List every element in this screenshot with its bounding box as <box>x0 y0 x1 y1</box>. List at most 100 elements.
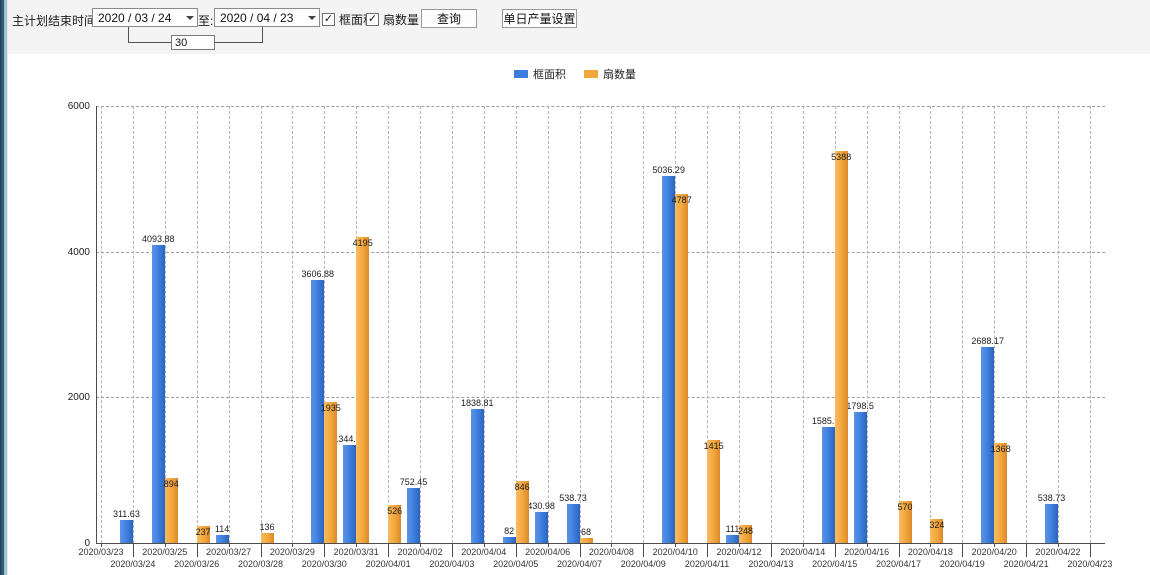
bar-value-label: 2688.17 <box>971 336 1004 347</box>
bar-frame-area <box>502 537 516 543</box>
bar-frame-area <box>981 347 995 543</box>
chart-legend: 框面积 扇数量 <box>0 66 1150 82</box>
grid-line-v <box>866 106 868 543</box>
bar-value-label: 846 <box>514 482 530 493</box>
x-axis-tick-label: 2020/04/01 <box>365 559 411 569</box>
grid-line-h <box>96 397 1105 399</box>
x-axis-tick-label: 2020/03/26 <box>174 559 220 569</box>
bar-sash-count <box>739 524 752 543</box>
x-axis-tick <box>611 543 613 547</box>
bar-frame-area <box>343 445 357 543</box>
grid-line-v <box>802 106 804 543</box>
grid-line-v <box>962 106 964 543</box>
range-connector-right-line <box>262 27 263 42</box>
grid-line-v <box>579 106 581 543</box>
bar-sash-count <box>675 194 689 543</box>
grid-line-v <box>739 106 740 543</box>
bar-value-label: 324 <box>929 520 945 531</box>
x-axis-tick-label: 2020/04/22 <box>1035 547 1081 557</box>
bar-value-label: 538.73 <box>559 492 587 503</box>
x-axis-tick <box>802 543 804 547</box>
bar-frame-area <box>407 488 420 543</box>
x-axis-tick <box>643 543 645 557</box>
grid-line-v <box>930 106 932 543</box>
x-axis-tick-label: 2020/04/09 <box>620 559 666 569</box>
bar-value-label: 136 <box>259 522 275 533</box>
grid-line-v <box>770 106 772 543</box>
bar-sash-count <box>994 443 1008 543</box>
bar-value-label: 82 <box>504 526 515 537</box>
legend-label: 框面积 <box>533 69 566 81</box>
bar-value-label: 114 <box>214 523 230 534</box>
bar-value-label: 5388 <box>831 151 852 162</box>
end-date-picker[interactable]: 2020 / 04 / 23 <box>214 8 320 27</box>
grid-line-v <box>1026 106 1028 543</box>
checkbox-check-icon: ✓ <box>366 13 379 26</box>
bar-frame-area <box>311 280 325 543</box>
legend-item-sash-count[interactable]: 扇数量 <box>584 66 636 82</box>
daily-output-settings-button[interactable]: 单日产量设置 <box>502 9 577 28</box>
grid-line-v <box>515 106 517 543</box>
x-axis-tick-label: 2020/04/16 <box>844 547 890 557</box>
docked-panel-edge[interactable] <box>0 0 8 575</box>
range-connector-left-line <box>128 27 129 42</box>
x-axis-tick <box>739 543 740 547</box>
y-axis-tick-label: 4000 <box>67 246 90 258</box>
x-axis-tick <box>451 543 453 557</box>
bar-value-label: 311.63 <box>112 509 140 520</box>
x-axis-tick <box>196 543 198 557</box>
x-axis-tick <box>420 543 421 547</box>
bar-sash-count <box>388 504 402 543</box>
start-date-picker[interactable]: 2020 / 03 / 24 <box>92 8 198 27</box>
bar-value-label: 570 <box>897 502 913 513</box>
bar-value-label: 1368 <box>990 444 1011 455</box>
x-axis-tick <box>228 543 230 547</box>
grid-line-v <box>707 106 709 543</box>
bar-value-label: 3606.88 <box>301 269 335 280</box>
x-axis-tick-label: 2020/04/03 <box>429 559 475 569</box>
bar-frame-area <box>119 520 133 543</box>
bar-frame-area <box>534 511 548 543</box>
days-between-input[interactable] <box>171 35 215 50</box>
legend-item-frame-area[interactable]: 框面积 <box>514 66 566 82</box>
x-axis-tick-label: 2020/03/29 <box>269 547 315 557</box>
bar-value-label: 4787 <box>671 195 692 206</box>
x-axis-tick-label: 2020/03/25 <box>142 547 188 557</box>
grid-line-v <box>611 106 613 543</box>
bar-frame-area <box>853 412 867 543</box>
x-axis-tick-label: 2020/04/07 <box>556 559 603 569</box>
x-axis-tick-label: 2020/04/17 <box>875 559 922 569</box>
bar-sash-count <box>356 237 370 543</box>
grid-line-v <box>420 106 421 543</box>
bar-value-label: 5036.29 <box>652 165 685 176</box>
x-axis-tick <box>898 543 900 557</box>
bar-frame-area <box>821 427 835 543</box>
x-axis-tick-label: 2020/04/11 <box>684 559 730 569</box>
x-axis-tick <box>260 543 262 557</box>
x-axis-tick <box>1089 543 1091 557</box>
x-axis-tick <box>1058 543 1059 547</box>
bar-sash-count <box>164 477 178 543</box>
x-axis-tick <box>675 543 677 547</box>
query-button[interactable]: 查询 <box>421 9 477 28</box>
x-axis-tick-label: 2020/03/30 <box>301 559 347 569</box>
x-axis-tick-label: 2020/04/08 <box>588 547 634 557</box>
checkbox-sash-count[interactable]: ✓ 扇数量 <box>366 11 419 28</box>
x-axis-tick <box>866 543 868 547</box>
x-axis-tick <box>356 543 358 547</box>
x-axis-tick <box>1026 543 1028 557</box>
bar-value-label: 1838.81 <box>461 398 494 409</box>
bar-frame-area <box>726 534 739 543</box>
grid-line-v <box>1058 106 1059 543</box>
bar-sash-count <box>324 402 338 543</box>
grid-line-v <box>101 106 102 543</box>
bar-value-label: 894 <box>163 478 179 489</box>
bar-sash-count <box>898 501 912 543</box>
x-axis-tick <box>292 543 294 547</box>
x-axis-tick-label: 2020/04/21 <box>1003 559 1049 569</box>
x-axis-tick-label: 2020/04/19 <box>939 559 985 569</box>
bar-frame-area <box>470 409 484 543</box>
bar-sash-count <box>260 533 274 543</box>
x-axis-tick-label: 2020/04/02 <box>397 547 443 557</box>
